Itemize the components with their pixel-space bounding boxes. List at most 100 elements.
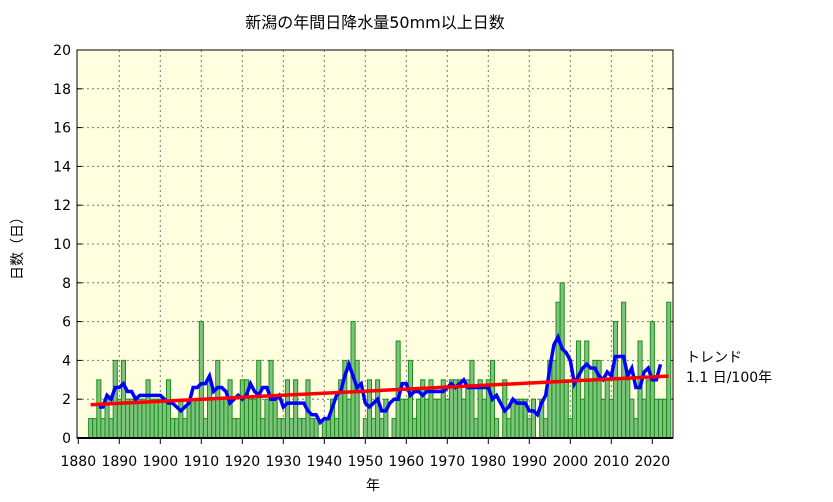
bar-2000	[567, 418, 573, 439]
bar-2005	[588, 379, 594, 439]
x-tick-label: 1970	[429, 454, 465, 470]
y-tick-label: 0	[62, 431, 71, 447]
bar-1922	[248, 398, 254, 439]
bar-1901	[161, 398, 167, 439]
chart-title: 新潟の年間日降水量50mm以上日数	[245, 13, 505, 32]
bar-1885	[96, 379, 102, 439]
bar-1912	[207, 379, 213, 439]
bar-1977	[473, 418, 479, 439]
bar-1916	[223, 398, 229, 439]
y-tick-label: 8	[62, 276, 71, 292]
bar-1917	[227, 379, 233, 439]
bar-1985	[506, 418, 512, 439]
bar-1900	[157, 398, 163, 439]
bar-1906	[182, 418, 188, 439]
bar-1883	[88, 418, 94, 439]
y-axis-label: 日数（日）	[10, 210, 26, 280]
bar-1930	[280, 418, 286, 439]
bar-1918	[231, 418, 237, 439]
bar-1935	[301, 418, 307, 439]
bar-2023	[662, 398, 668, 439]
y-tick-label: 12	[53, 198, 71, 214]
x-tick-label: 1930	[265, 454, 301, 470]
x-tick-label: 1980	[470, 454, 506, 470]
bar-1963	[416, 398, 422, 439]
bar-1959	[399, 398, 405, 439]
y-tick-label: 6	[62, 315, 71, 331]
bar-1919	[235, 418, 241, 439]
bar-1905	[178, 398, 184, 439]
bar-1909	[194, 398, 200, 439]
bar-1891	[120, 359, 127, 439]
bar-1962	[412, 418, 418, 439]
bar-1920	[239, 379, 245, 439]
bar-1973	[457, 379, 463, 439]
bar-1928	[272, 398, 278, 439]
bar-1931	[284, 379, 290, 439]
bar-2021	[653, 398, 660, 439]
bar-1908	[190, 398, 196, 439]
x-axis-label: 年	[366, 478, 380, 494]
bar-1974	[461, 398, 467, 439]
bar-1938	[313, 418, 319, 439]
bar-1915	[219, 398, 225, 439]
bar-1897	[145, 379, 151, 439]
x-tick-label: 2010	[593, 454, 629, 470]
bar-2016	[633, 418, 639, 439]
bar-1893	[129, 398, 135, 439]
bar-1987	[514, 398, 520, 439]
bar-1990	[526, 418, 532, 439]
bar-2019	[645, 379, 651, 439]
bar-1886	[100, 418, 106, 439]
bar-1929	[276, 418, 282, 439]
x-tick-label: 2000	[552, 454, 588, 470]
bar-1946	[346, 398, 352, 439]
bar-1913	[211, 398, 217, 439]
trend-label: トレンド	[686, 350, 742, 366]
bar-1924	[256, 359, 262, 439]
bar-2015	[629, 398, 635, 439]
x-tick-label: 1990	[511, 454, 547, 470]
bar-2009	[604, 379, 610, 439]
bar-1948	[354, 359, 360, 439]
bar-2014	[625, 379, 631, 439]
y-tick-label: 16	[53, 121, 71, 137]
bar-2022	[658, 398, 664, 439]
bar-1970	[444, 398, 450, 439]
bar-1934	[297, 418, 303, 439]
bar-2002	[576, 340, 582, 439]
bar-1991	[530, 398, 537, 439]
bar-1898	[149, 398, 155, 439]
bar-1943	[334, 418, 340, 439]
bar-1952	[371, 418, 377, 439]
bar-1988	[518, 398, 524, 439]
trend-line	[90, 374, 669, 407]
bar-1892	[125, 398, 131, 439]
bar-1895	[137, 398, 143, 439]
bar-1979	[481, 398, 487, 439]
bar-1982	[494, 418, 500, 439]
bar-2024	[666, 301, 672, 439]
x-tick-label: 1940	[306, 454, 342, 470]
x-tick-label: 1950	[347, 454, 383, 470]
bar-1998	[559, 282, 565, 439]
bar-1894	[133, 398, 139, 439]
bar-1888	[108, 418, 114, 439]
x-tick-label: 1960	[388, 454, 424, 470]
bar-1953	[375, 379, 381, 439]
x-tick-label: 1910	[183, 454, 219, 470]
bar-1904	[174, 418, 180, 439]
bar-1941	[325, 418, 331, 439]
y-tick-label: 20	[53, 43, 71, 59]
y-tick-label: 4	[62, 353, 71, 369]
bar-1902	[166, 379, 172, 439]
bar-2003	[580, 398, 586, 439]
bar-1999	[563, 379, 569, 439]
bar-2004	[584, 340, 590, 439]
bar-1923	[252, 398, 258, 439]
moving-average-line	[98, 332, 663, 426]
x-tick-label: 2020	[634, 454, 670, 470]
bar-1903	[170, 418, 176, 439]
